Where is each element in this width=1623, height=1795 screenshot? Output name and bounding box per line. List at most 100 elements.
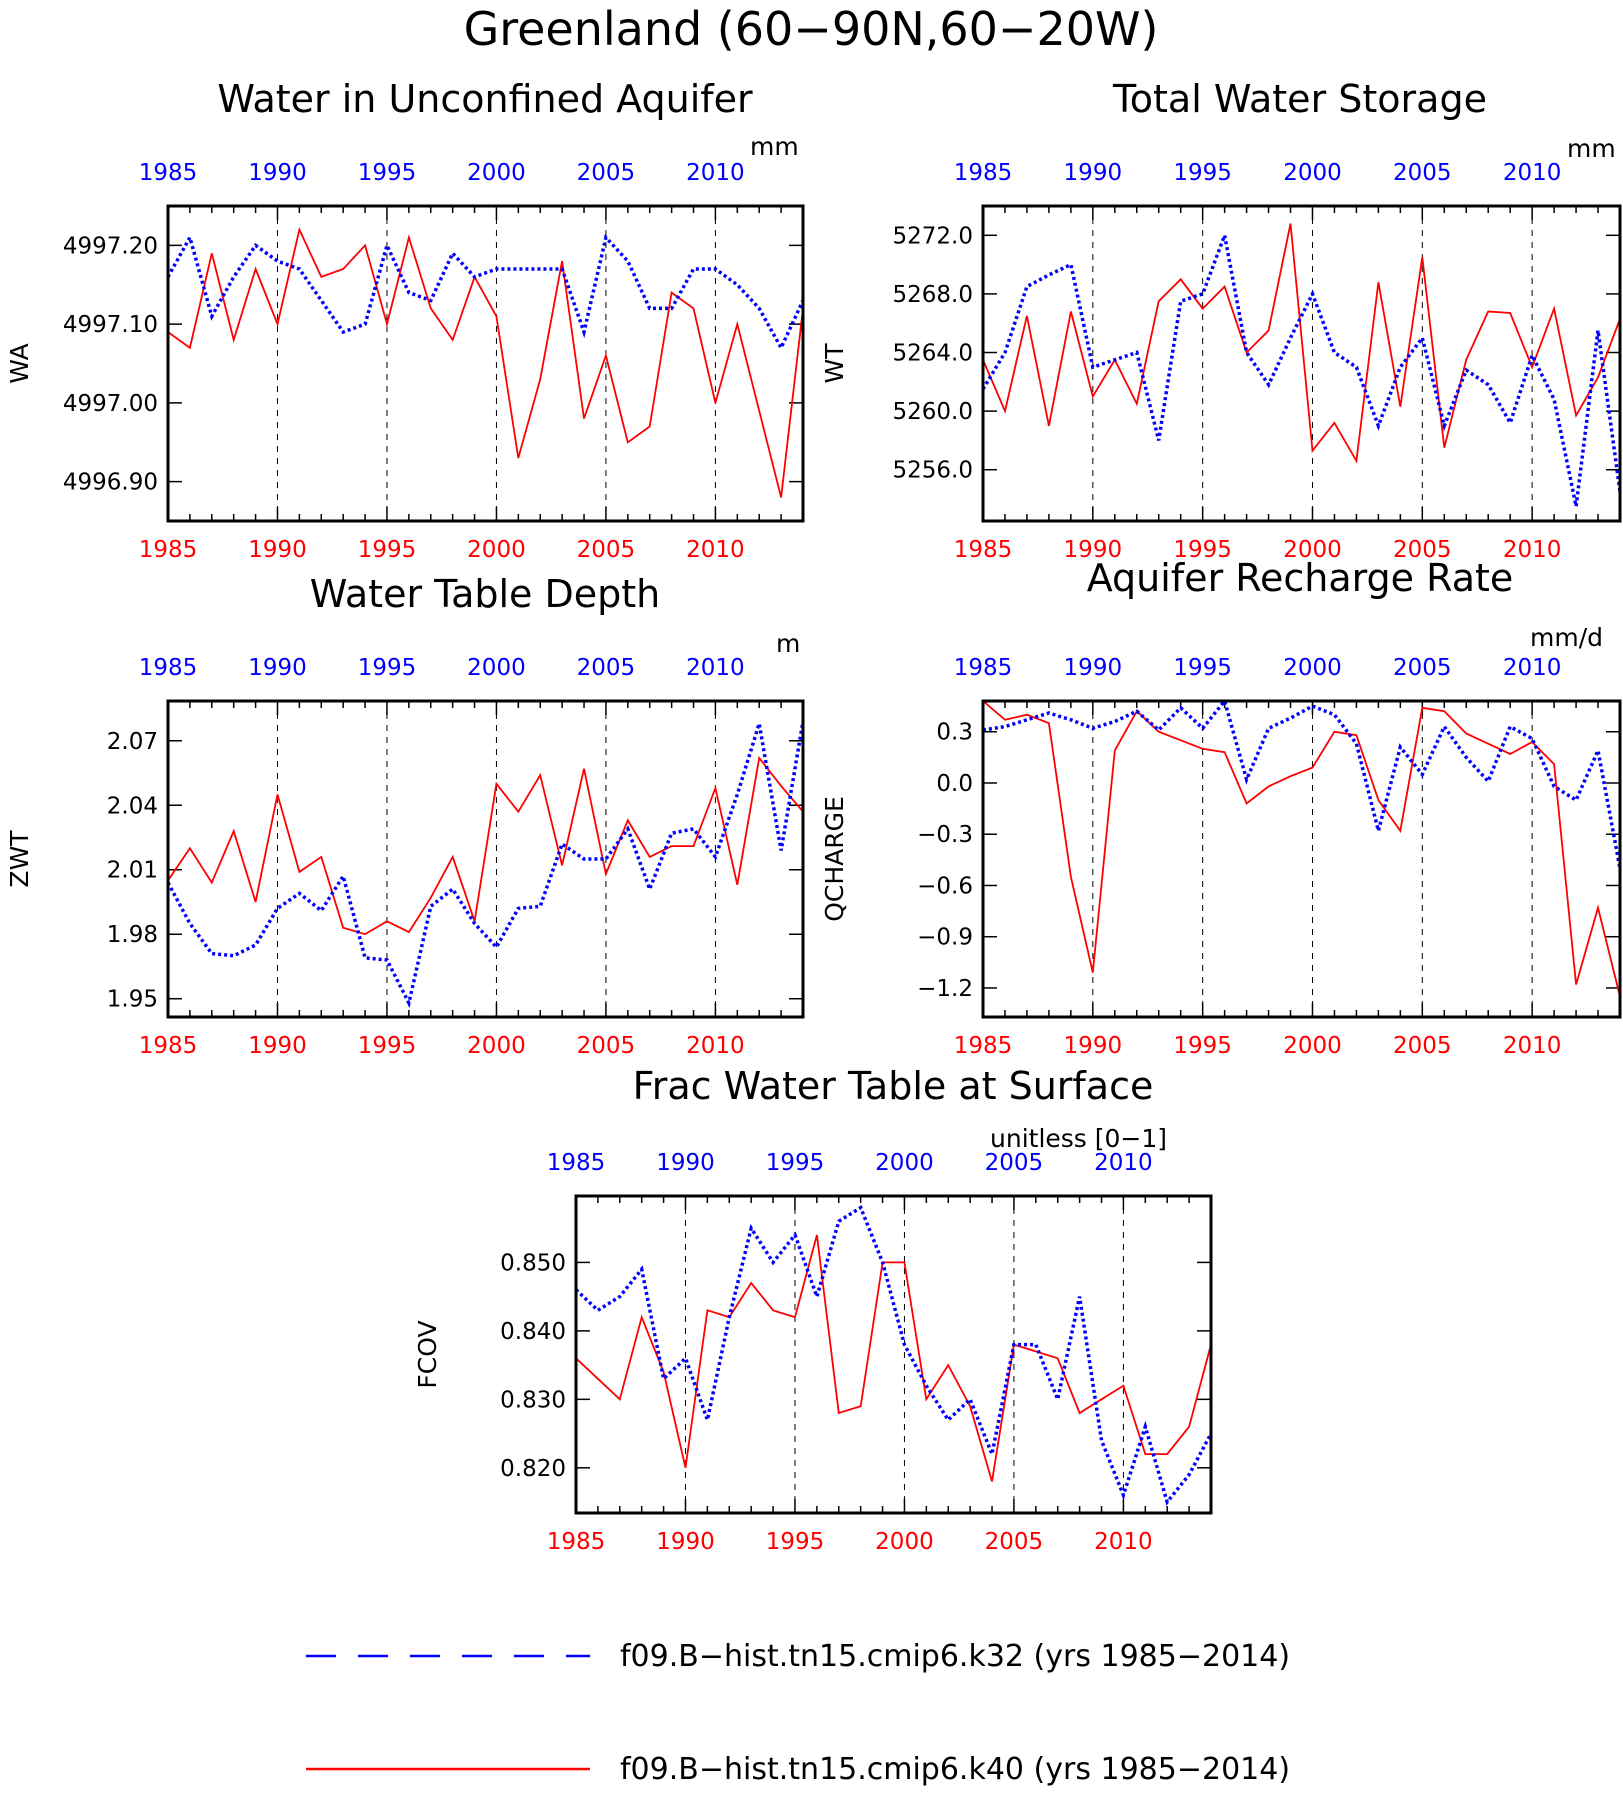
- x-tick-label-top: 2000: [467, 655, 526, 681]
- y-axis-label: WT: [820, 343, 849, 384]
- x-tick-label-top: 1995: [766, 1150, 825, 1176]
- series-line-k32: [983, 228, 1620, 507]
- chart-title: Water Table Depth: [310, 572, 661, 616]
- x-tick-label-top: 1985: [139, 655, 198, 681]
- x-tick-label-bottom: 1995: [1173, 1033, 1232, 1059]
- series-line-k40: [168, 755, 803, 936]
- chart-title: Total Water Storage: [1112, 77, 1487, 121]
- series-line-k32: [576, 1205, 1211, 1506]
- series-line-k32: [983, 701, 1620, 869]
- x-tick-label-bottom: 1985: [954, 537, 1013, 563]
- units-label: mm/d: [1530, 623, 1603, 652]
- x-tick-label-bottom: 2010: [1503, 537, 1562, 563]
- plot-frame: [166, 204, 805, 523]
- y-tick-label: 0.850: [500, 1250, 566, 1276]
- x-tick-label-top: 1995: [1173, 160, 1232, 186]
- x-tick-label-top: 2005: [577, 160, 636, 186]
- y-tick-label: 2.04: [107, 793, 158, 819]
- series-line-k40: [576, 1234, 1211, 1482]
- series-line-k40: [983, 701, 1620, 997]
- chart-panel-1: Water in Unconfined Aquifer mm 1985 1985 199…: [5, 77, 805, 563]
- x-tick-label-bottom: 2010: [1094, 1529, 1153, 1555]
- x-tick-label-bottom: 2005: [1393, 537, 1452, 563]
- y-tick-label: −0.9: [917, 925, 973, 951]
- plot-frame: [574, 1194, 1213, 1515]
- x-tick-label-bottom: 1990: [1064, 1033, 1123, 1059]
- x-tick-label-bottom: 1995: [358, 1033, 417, 1059]
- x-tick-label-bottom: 2010: [1503, 1033, 1562, 1059]
- x-tick-label-top: 2005: [1393, 160, 1452, 186]
- chart-panel-5: Frac Water Table at Surface unitless [0−1…: [413, 1064, 1213, 1555]
- x-tick-label-top: 2010: [686, 655, 745, 681]
- x-tick-label-top: 1985: [547, 1150, 606, 1176]
- x-tick-label-bottom: 2005: [577, 1033, 636, 1059]
- x-tick-label-top: 2005: [985, 1150, 1044, 1176]
- x-tick-label-bottom: 1985: [954, 1033, 1013, 1059]
- x-tick-label-bottom: 1990: [656, 1529, 715, 1555]
- x-tick-label-top: 1990: [248, 160, 307, 186]
- x-tick-label-top: 1995: [358, 160, 417, 186]
- x-tick-label-bottom: 2000: [1283, 537, 1342, 563]
- x-tick-label-top: 2010: [1503, 655, 1562, 681]
- x-tick-label-bottom: 2000: [875, 1529, 934, 1555]
- chart-title: Aquifer Recharge Rate: [1087, 556, 1514, 600]
- x-tick-label-bottom: 1990: [248, 537, 307, 563]
- x-tick-label-top: 2000: [467, 160, 526, 186]
- page-title: Greenland (60−90N,60−20W): [464, 2, 1159, 56]
- x-tick-label-bottom: 1990: [248, 1033, 307, 1059]
- y-tick-label: 0.3: [936, 720, 973, 746]
- y-tick-label: 0.0: [936, 771, 973, 797]
- x-tick-label-bottom: 1995: [358, 537, 417, 563]
- x-tick-label-top: 1990: [248, 655, 307, 681]
- series-line-k40: [168, 226, 803, 498]
- x-tick-label-top: 2005: [1393, 655, 1452, 681]
- chart-panel-3: Water Table Depth m 1985 1985 1990 1990 1995 19…: [5, 572, 805, 1059]
- x-tick-label-top: 2000: [875, 1150, 934, 1176]
- y-axis-label: FCOV: [413, 1320, 442, 1388]
- legend-label-k40: f09.B−hist.tn15.cmip6.k40 (yrs 1985−2014…: [620, 1752, 1290, 1787]
- chart-panel-2: Total Water Storage mm 1985 1985 1990 1990 199…: [820, 77, 1622, 563]
- plot-frame: [166, 699, 805, 1019]
- y-axis-label: WA: [5, 343, 34, 383]
- x-tick-label-bottom: 2000: [467, 1033, 526, 1059]
- units-label: mm: [1567, 134, 1616, 163]
- units-label: unitless [0−1]: [990, 1124, 1167, 1153]
- x-tick-label-top: 2000: [1283, 655, 1342, 681]
- x-tick-label-top: 2000: [1283, 160, 1342, 186]
- units-label: mm: [750, 132, 799, 161]
- y-tick-label: 4997.00: [63, 391, 158, 417]
- series-line-k32: [168, 232, 803, 352]
- y-axis-label: QCHARGE: [820, 796, 849, 922]
- chart-panels: Water in Unconfined Aquifer mm 1985 1985 199…: [5, 77, 1622, 1555]
- y-tick-label: 0.830: [500, 1387, 566, 1413]
- y-tick-label: 5264.0: [893, 341, 973, 367]
- y-tick-label: 5256.0: [893, 458, 973, 484]
- y-tick-label: 2.07: [107, 729, 158, 755]
- x-tick-label-top: 1990: [1064, 655, 1123, 681]
- x-tick-label-bottom: 1990: [1064, 537, 1123, 563]
- x-tick-label-top: 1985: [139, 160, 198, 186]
- x-tick-label-top: 2010: [1094, 1150, 1153, 1176]
- y-tick-label: 1.95: [107, 987, 158, 1013]
- y-tick-label: 2.01: [107, 858, 158, 884]
- x-tick-label-bottom: 2000: [1283, 1033, 1342, 1059]
- x-tick-label-bottom: 2005: [985, 1529, 1044, 1555]
- y-tick-label: 4997.10: [63, 312, 158, 338]
- x-tick-label-bottom: 2010: [686, 537, 745, 563]
- x-tick-label-bottom: 2005: [577, 537, 636, 563]
- y-tick-label: −1.2: [917, 976, 973, 1002]
- units-label: m: [776, 629, 800, 658]
- y-tick-label: 5272.0: [893, 223, 973, 249]
- y-tick-label: 1.98: [107, 922, 158, 948]
- x-tick-label-top: 1985: [954, 655, 1013, 681]
- chart-panel-4: Aquifer Recharge Rate mm/d 1985 1985 1990 199…: [820, 556, 1622, 1059]
- x-tick-label-bottom: 2005: [1393, 1033, 1452, 1059]
- y-tick-label: 5260.0: [893, 399, 973, 425]
- series-line-k40: [983, 223, 1620, 464]
- x-tick-label-top: 1995: [358, 655, 417, 681]
- legend: f09.B−hist.tn15.cmip6.k32 (yrs 1985−2014…: [306, 1639, 1290, 1787]
- y-axis-label: ZWT: [5, 830, 34, 888]
- plot-frame: [981, 204, 1622, 523]
- x-tick-label-top: 1985: [954, 160, 1013, 186]
